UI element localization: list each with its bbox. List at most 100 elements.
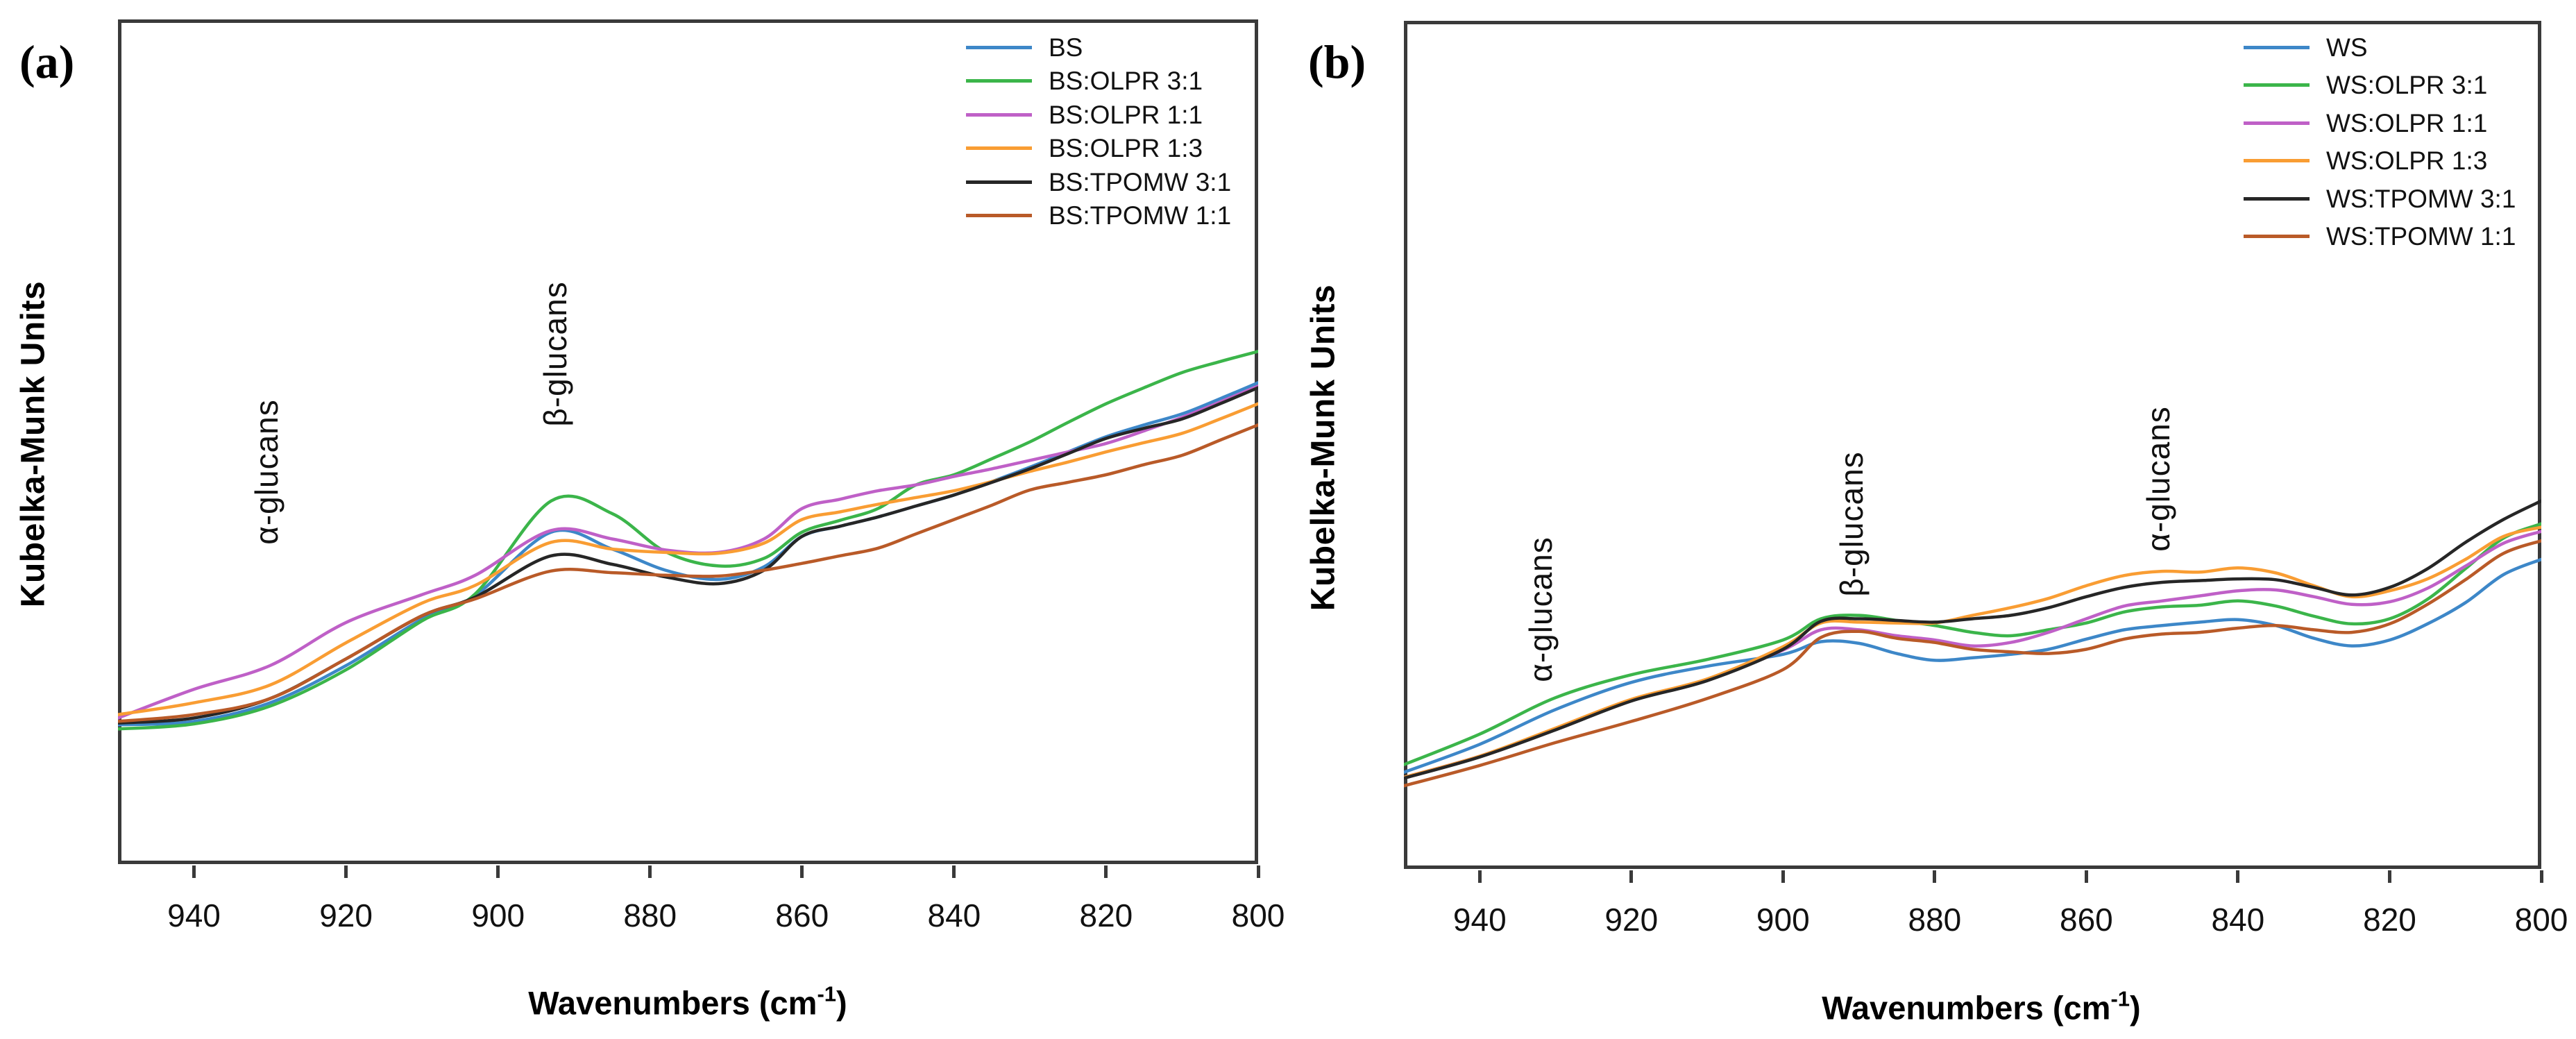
legend-label: BS:OLPR 3:1 [1049, 67, 1203, 96]
legend-line-swatch [2244, 83, 2310, 87]
x-axis-tick [1104, 865, 1108, 878]
legend-line-swatch [966, 79, 1032, 83]
panel-a-legend: BS BS:OLPR 3:1 BS:OLPR 1:1 BS:OLPR 1:3 BS:TP… [966, 31, 1231, 233]
x-axis-tick [1477, 870, 1482, 883]
panel-b: (b) Kubelka-Munk Units 940 920 900 880 860 84… [1271, 0, 2576, 1039]
legend-label: BS [1049, 33, 1083, 62]
legend-item: BS:OLPR 1:3 [966, 132, 1231, 166]
spectrum-curve-bs-tpomw-1-1 [118, 423, 1258, 723]
peak-annotation: β-glucans [536, 281, 573, 427]
x-axis-tick-label: 940 [167, 897, 221, 934]
x-axis-label-superscript: -1 [817, 981, 837, 1006]
x-axis-label-close: ) [836, 984, 847, 1022]
peak-annotation: α-glucans [248, 399, 285, 546]
x-axis-tick-label: 880 [1908, 902, 1962, 938]
legend-item: BS:OLPR 1:1 [966, 98, 1231, 132]
panel-b-legend: WS WS:OLPR 3:1 WS:OLPR 1:1 WS:OLPR 1:3 WS:TP… [2244, 28, 2516, 255]
peak-annotation: α-glucans [2140, 406, 2177, 552]
x-axis-tick-label: 900 [1756, 902, 1810, 938]
legend-label: BS:TPOMW 1:1 [1049, 201, 1232, 230]
panel-b-curves [1404, 499, 2541, 788]
x-axis-tick-label: 920 [1604, 902, 1659, 938]
legend-label: WS:TPOMW 1:1 [2326, 222, 2516, 251]
x-axis-tick-label: 860 [775, 897, 829, 934]
x-axis-tick [2084, 870, 2088, 883]
peak-annotation: β-glucans [1833, 450, 1870, 597]
legend-line-swatch [2244, 235, 2310, 239]
panel-a-plot-box [118, 19, 1258, 864]
x-axis-tick [2539, 870, 2543, 883]
x-axis-tick [952, 865, 956, 878]
x-axis-tick-label: 920 [319, 897, 373, 934]
x-axis-tick [344, 865, 348, 878]
x-axis-label-superscript: -1 [2110, 986, 2130, 1011]
x-axis-tick [496, 865, 500, 878]
x-axis-label-close: ) [2130, 989, 2141, 1027]
panel-a-x-axis-label: Wavenumbers (cm-1) [528, 981, 847, 1022]
spectrum-curve-ws-olpr-3-1 [1404, 522, 2541, 766]
panel-b-letter: (b) [1308, 35, 1366, 88]
legend-item: WS:TPOMW 1:1 [2244, 218, 2516, 256]
x-axis-tick [2388, 870, 2391, 883]
legend-label: BS:TPOMW 3:1 [1049, 167, 1232, 196]
peak-annotation: α-glucans [1522, 537, 1559, 682]
legend-label: WS:OLPR 1:3 [2326, 146, 2488, 176]
x-axis-tick [1629, 870, 1634, 883]
panel-a-y-axis-label: Kubelka-Munk Units [15, 280, 52, 608]
legend-line-swatch [966, 112, 1032, 117]
x-axis-tick-label: 860 [2060, 902, 2113, 938]
legend-label: WS:OLPR 1:1 [2326, 108, 2488, 137]
spectrum-curve-bs-olpr-1-1 [118, 384, 1258, 720]
x-axis-tick-label: 840 [2211, 902, 2265, 938]
x-axis-tick-label: 900 [471, 897, 525, 934]
spectrum-curve-bs-olpr-1-3 [118, 402, 1258, 716]
x-axis-label-text: Wavenumbers (cm [1822, 989, 2111, 1027]
x-axis-tick [648, 865, 652, 878]
legend-label: BS:OLPR 1:3 [1049, 134, 1203, 163]
x-axis-tick-label: 940 [1452, 902, 1507, 938]
x-axis-tick [192, 865, 196, 878]
x-axis-tick [1933, 870, 1937, 883]
spectrum-curve-ws-olpr-1-3 [1404, 525, 2541, 779]
legend-label: WS [2326, 33, 2368, 62]
legend-line-swatch [966, 180, 1032, 184]
legend-label: WS:OLPR 3:1 [2326, 71, 2488, 100]
legend-label: BS:OLPR 1:1 [1049, 100, 1203, 129]
legend-item: WS:TPOMW 3:1 [2244, 180, 2516, 218]
panel-a-curves [118, 350, 1258, 731]
spectrum-curve-ws-tpomw-3-1 [1404, 499, 2541, 780]
legend-line-swatch [2244, 45, 2310, 49]
panel-a-letter: (a) [19, 35, 75, 88]
legend-line-swatch [2244, 159, 2310, 163]
panel-b-plot-box [1404, 21, 2541, 869]
spectrum-curve-ws-olpr-1-1 [1404, 530, 2541, 779]
legend-item: WS:OLPR 1:3 [2244, 142, 2516, 180]
spectrum-curve-bs-olpr-3-1 [118, 350, 1258, 731]
x-axis-tick-label: 820 [1079, 897, 1133, 934]
x-axis-tick [1781, 870, 1785, 883]
x-axis-tick-label: 820 [2363, 902, 2416, 938]
legend-line-swatch [966, 45, 1032, 49]
legend-item: BS:TPOMW 1:1 [966, 199, 1231, 233]
legend-label: WS:TPOMW 3:1 [2326, 184, 2516, 213]
legend-item: BS [966, 31, 1231, 65]
x-axis-tick-label: 840 [927, 897, 981, 934]
x-axis-tick-label: 880 [623, 897, 677, 934]
legend-line-swatch [966, 214, 1032, 218]
legend-item: BS:OLPR 3:1 [966, 65, 1231, 99]
legend-item: WS [2244, 28, 2516, 67]
panel-b-y-axis-label: Kubelka-Munk Units [1305, 284, 1342, 611]
legend-line-swatch [2244, 196, 2310, 201]
spectrum-curve-ws [1404, 557, 2541, 774]
x-axis-tick [800, 865, 804, 878]
panel-a: (a) Kubelka-Munk Units 940 920 900 880 860 84… [15, 19, 1285, 1022]
panel-b-x-axis-label: Wavenumbers (cm-1) [1822, 986, 2141, 1027]
x-axis-label-text: Wavenumbers (cm [528, 984, 817, 1022]
x-axis-tick [1256, 865, 1260, 878]
legend-line-swatch [966, 146, 1032, 151]
legend-item: BS:TPOMW 3:1 [966, 165, 1231, 199]
spectrum-curve-ws-tpomw-1-1 [1404, 539, 2541, 788]
spectrum-curve-bs-tpomw-3-1 [118, 386, 1258, 725]
x-axis-tick-label: 800 [1231, 897, 1285, 934]
legend-item: WS:OLPR 3:1 [2244, 67, 2516, 105]
